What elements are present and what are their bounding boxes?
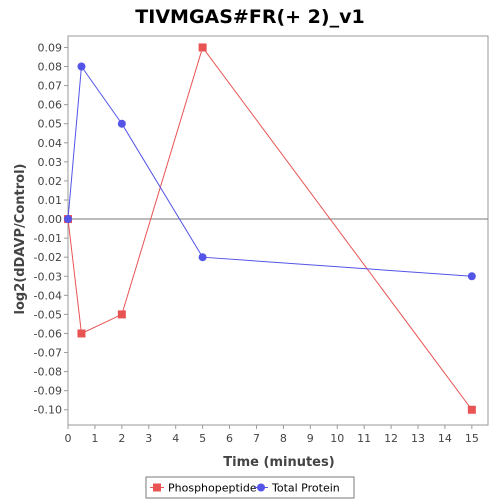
plot-frame <box>67 35 489 426</box>
y-tick-label: -0.10 <box>34 404 62 417</box>
y-tick-label: -0.01 <box>34 232 62 245</box>
x-tick-label: 6 <box>226 432 233 445</box>
x-tick-label: 3 <box>145 432 152 445</box>
x-tick-label: 4 <box>172 432 179 445</box>
x-tick-label: 11 <box>357 432 371 445</box>
legend-phosphopeptide-marker <box>153 483 161 492</box>
y-tick-label: 0.06 <box>38 99 63 112</box>
phosphopeptide-point <box>198 43 207 52</box>
y-tick-label: -0.03 <box>34 270 62 283</box>
x-tick-label: 5 <box>199 432 206 445</box>
x-tick-label: 0 <box>65 432 72 445</box>
legend: Phosphopeptide Total Protein <box>145 476 355 499</box>
total-protein-point <box>117 119 126 128</box>
y-tick-label: 0.09 <box>38 41 63 54</box>
y-tick-label: 0.05 <box>38 118 63 131</box>
y-tick-label: 0.07 <box>38 80 63 93</box>
y-tick-label: 0.08 <box>38 61 63 74</box>
chart-title: TIVMGAS#FR(+ 2)_v1 <box>135 6 364 28</box>
y-tick-label: -0.09 <box>34 385 62 398</box>
legend-box <box>145 476 355 499</box>
x-tick-label: 10 <box>330 432 344 445</box>
plot-area: 0.09 0.08 0.07 0.06 0.05 0.04 0.03 0.02 0.01 0.00… <box>34 35 489 445</box>
y-tick-label: -0.02 <box>34 251 62 264</box>
y-tick-label: -0.06 <box>34 327 62 340</box>
y-tick-label: 0.01 <box>38 194 63 207</box>
y-tick-label: 0.02 <box>38 175 63 188</box>
phosphopeptide-point <box>77 329 86 338</box>
y-tick-label: 0.03 <box>38 156 63 169</box>
total-protein-point <box>64 215 72 224</box>
legend-phosphopeptide-label: Phosphopeptide <box>168 482 257 495</box>
y-tick-label: -0.08 <box>34 366 62 379</box>
phosphopeptide-point <box>117 310 126 319</box>
x-tick-label: 13 <box>411 432 425 445</box>
x-tick-label: 2 <box>118 432 125 445</box>
y-tick-label: -0.05 <box>34 308 62 321</box>
y-tick-label: 0.04 <box>38 137 63 150</box>
legend-total-protein-label: Total Protein <box>271 482 340 495</box>
total-protein-point <box>198 253 207 262</box>
x-tick-label: 15 <box>465 432 479 445</box>
total-protein-point <box>77 62 86 71</box>
phosphopeptide-point <box>467 405 476 414</box>
total-protein-point <box>467 272 476 281</box>
y-tick-label: -0.07 <box>34 347 62 360</box>
x-tick-label: 1 <box>91 432 98 445</box>
y-axis-label: log2(dDAVP/Control) <box>13 164 28 315</box>
x-tick-label: 7 <box>253 432 260 445</box>
x-tick-label: 12 <box>384 432 398 445</box>
x-tick-label: 8 <box>280 432 287 445</box>
y-tick-label: -0.04 <box>34 289 62 302</box>
x-axis-label: Time (minutes) <box>223 455 334 470</box>
x-tick-label: 9 <box>307 432 314 445</box>
x-tick-label: 14 <box>438 432 452 445</box>
legend-total-protein-marker <box>257 483 265 492</box>
y-tick-label: 0.00 <box>38 213 63 226</box>
